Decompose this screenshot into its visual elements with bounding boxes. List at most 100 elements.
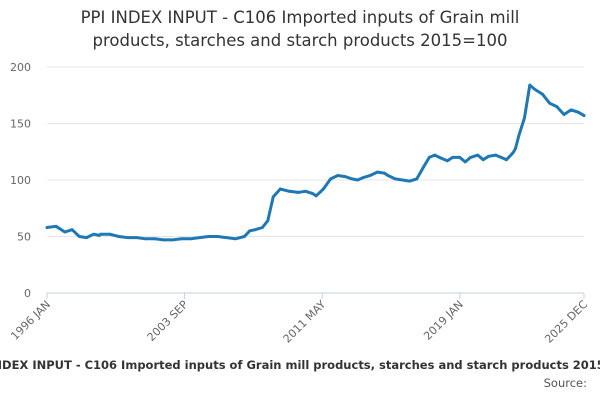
data-point[interactable] [422, 165, 426, 168]
data-point[interactable] [541, 92, 544, 96]
data-point[interactable] [445, 159, 449, 163]
data-point[interactable] [368, 174, 372, 177]
data-point[interactable] [343, 175, 347, 179]
data-point[interactable] [266, 219, 270, 223]
data-point[interactable] [548, 101, 551, 105]
data-point[interactable] [517, 133, 521, 137]
y-tick-label-1: 50 [17, 231, 31, 244]
data-point[interactable] [499, 156, 503, 159]
x-tick-label-2: 2011 MAY [281, 298, 329, 346]
data-point[interactable] [356, 178, 359, 182]
data-point[interactable] [427, 156, 431, 159]
x-tick-label-0: 1996 JAN [8, 298, 53, 343]
data-point[interactable] [393, 177, 397, 181]
y-axis-tick-labels: 0 50 100 150 200 [10, 61, 31, 300]
data-point[interactable] [162, 238, 166, 242]
data-point[interactable] [108, 232, 112, 236]
data-point[interactable] [248, 229, 252, 233]
data-point[interactable] [92, 232, 96, 236]
data-point[interactable] [180, 237, 184, 241]
data-point[interactable] [271, 195, 275, 199]
data-point[interactable] [198, 236, 202, 240]
data-point[interactable] [278, 187, 282, 191]
y-tick-label-4: 200 [10, 61, 31, 74]
data-point[interactable] [329, 177, 332, 181]
data-point[interactable] [476, 153, 480, 157]
data-point[interactable] [77, 235, 81, 238]
data-point[interactable] [70, 228, 74, 232]
data-point[interactable] [512, 150, 516, 154]
data-point[interactable] [533, 88, 537, 91]
data-point[interactable] [555, 105, 559, 108]
data-point[interactable] [528, 83, 532, 87]
data-point[interactable] [189, 237, 193, 241]
data-point[interactable] [350, 177, 354, 181]
data-point[interactable] [171, 238, 175, 242]
data-point[interactable] [311, 192, 315, 196]
data-point[interactable] [296, 191, 300, 194]
data-point[interactable] [433, 153, 437, 157]
data-point[interactable] [234, 237, 237, 241]
data-point[interactable] [287, 189, 291, 193]
chart-title-line-1: PPI INDEX INPUT - C106 Imported inputs o… [80, 8, 520, 27]
x-axis [46, 292, 585, 299]
data-point[interactable] [505, 158, 508, 162]
data-point[interactable] [562, 113, 566, 116]
data-point[interactable] [383, 171, 386, 175]
data-point[interactable] [99, 232, 103, 236]
data-point[interactable] [261, 226, 264, 229]
data-point[interactable] [386, 174, 390, 177]
data-point[interactable] [361, 176, 365, 180]
data-point[interactable] [576, 110, 580, 114]
data-point[interactable] [487, 154, 490, 158]
data-point[interactable] [314, 194, 318, 198]
data-point[interactable] [523, 116, 526, 120]
data-point[interactable] [336, 174, 340, 177]
data-point[interactable] [225, 236, 228, 240]
data-point[interactable] [45, 226, 49, 229]
data-point[interactable] [514, 147, 517, 150]
y-tick-label-2: 100 [10, 174, 31, 187]
series-group [45, 83, 586, 242]
data-point[interactable] [469, 156, 472, 159]
data-point[interactable] [153, 237, 157, 241]
data-point[interactable] [401, 178, 404, 182]
data-point[interactable] [408, 179, 411, 183]
data-point[interactable] [375, 170, 379, 174]
data-point[interactable] [458, 156, 462, 159]
data-point[interactable] [304, 189, 307, 193]
x-tick-label-4: 2025 DEC [542, 298, 590, 346]
x-tick-label-1: 2003 SEP [145, 298, 191, 344]
x-tick-label-3: 2019 JAN [421, 298, 466, 343]
data-point[interactable] [253, 228, 257, 232]
data-point[interactable] [510, 152, 514, 156]
data-point[interactable] [582, 114, 586, 117]
data-point[interactable] [243, 235, 246, 238]
data-point[interactable] [63, 230, 67, 234]
data-point[interactable] [144, 237, 148, 241]
data-point[interactable] [135, 236, 139, 240]
data-point[interactable] [54, 224, 58, 228]
grid-lines [47, 66, 584, 237]
series-points-0 [45, 83, 586, 242]
data-point[interactable] [415, 177, 419, 181]
data-point[interactable] [216, 235, 219, 238]
data-point[interactable] [481, 158, 485, 162]
chart-title-line-2: products, starches and starch products 2… [92, 31, 508, 50]
data-point[interactable] [494, 153, 498, 157]
series-line-0 [45, 83, 586, 242]
x-axis-tick-labels: 1996 JAN 2003 SEP 2011 MAY 2019 JAN 2025 DEC [8, 298, 590, 346]
chart-caption: PPI INDEX INPUT - C106 Imported inputs o… [0, 358, 600, 372]
data-point[interactable] [126, 236, 130, 240]
data-point[interactable] [451, 156, 455, 159]
data-point[interactable] [322, 187, 325, 191]
data-point[interactable] [569, 108, 573, 112]
data-point[interactable] [207, 235, 210, 238]
data-point[interactable] [117, 235, 121, 238]
y-tick-label-3: 150 [10, 118, 31, 131]
data-point[interactable] [85, 236, 88, 240]
data-point[interactable] [463, 160, 467, 164]
data-point[interactable] [440, 157, 444, 160]
y-tick-label-0: 0 [24, 287, 31, 300]
